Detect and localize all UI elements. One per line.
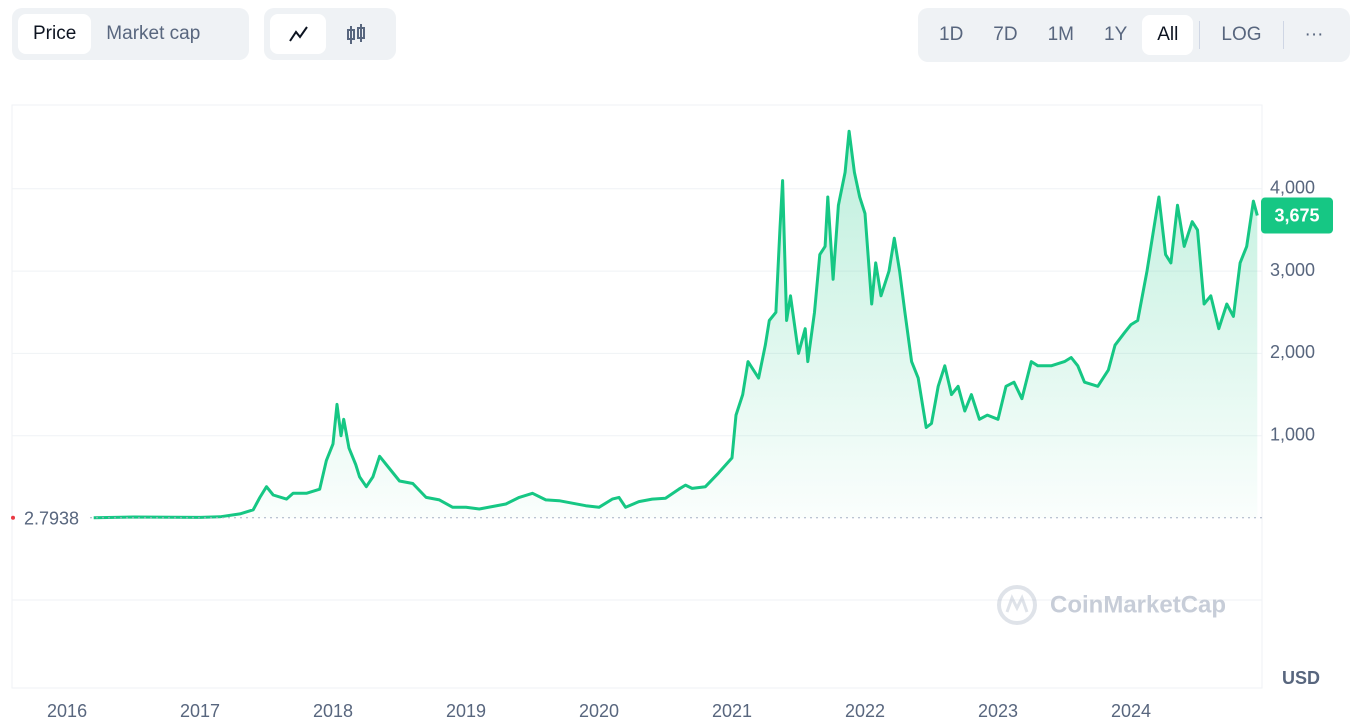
chart-style-toggle <box>264 8 396 60</box>
range-1d[interactable]: 1D <box>939 24 964 45</box>
start-price-dot <box>11 515 15 520</box>
price-button[interactable]: Price <box>18 14 92 54</box>
metric-toggle: Price Market cap <box>12 8 249 60</box>
watermark <box>997 585 1037 625</box>
candle-icon <box>347 24 365 44</box>
x-tick-label: 2024 <box>1111 701 1151 721</box>
x-tick-label: 2018 <box>313 701 353 721</box>
separator <box>1282 21 1284 49</box>
line-style-button[interactable] <box>270 14 326 54</box>
separator <box>1199 21 1201 49</box>
plot-frame <box>11 104 1263 689</box>
x-tick-label: 2021 <box>712 701 752 721</box>
x-tick-label: 2022 <box>845 701 885 721</box>
range-1y[interactable]: 1Y <box>1104 24 1128 45</box>
candle-style-button[interactable] <box>326 14 386 54</box>
current-price-label: 3,675 <box>1274 205 1319 225</box>
area-fill <box>93 131 1258 519</box>
current-price-tag <box>1261 197 1333 234</box>
x-tick-label: 2017 <box>180 701 220 721</box>
y-tick-label: 3,000 <box>1270 260 1315 280</box>
range-1m[interactable]: 1M <box>1047 24 1074 45</box>
price-line <box>93 129 1259 520</box>
y-unit: USD <box>1282 668 1320 688</box>
x-tick-label: 2020 <box>579 701 619 721</box>
line-icon <box>289 26 308 42</box>
y-tick-label: 2,000 <box>1270 342 1315 362</box>
watermark-text: CoinMarketCap <box>1050 591 1226 618</box>
x-tick-label: 2023 <box>978 701 1018 721</box>
y-tick-label: 4,000 <box>1270 178 1315 198</box>
range-7d[interactable]: 7D <box>993 24 1018 45</box>
log-button[interactable]: LOG <box>1221 24 1262 45</box>
range-all[interactable]: All <box>1142 15 1194 55</box>
x-tick-label: 2016 <box>47 701 87 721</box>
more-button[interactable]: ··· <box>1304 24 1324 45</box>
start-price-label: 2.7938 <box>24 509 79 529</box>
x-tick-label: 2019 <box>446 701 486 721</box>
market-cap-button[interactable]: Market cap <box>106 23 201 44</box>
range-toolbar: 1D 7D 1M 1Y All LOG ··· <box>918 8 1350 62</box>
y-tick-label: 1,000 <box>1270 424 1315 444</box>
